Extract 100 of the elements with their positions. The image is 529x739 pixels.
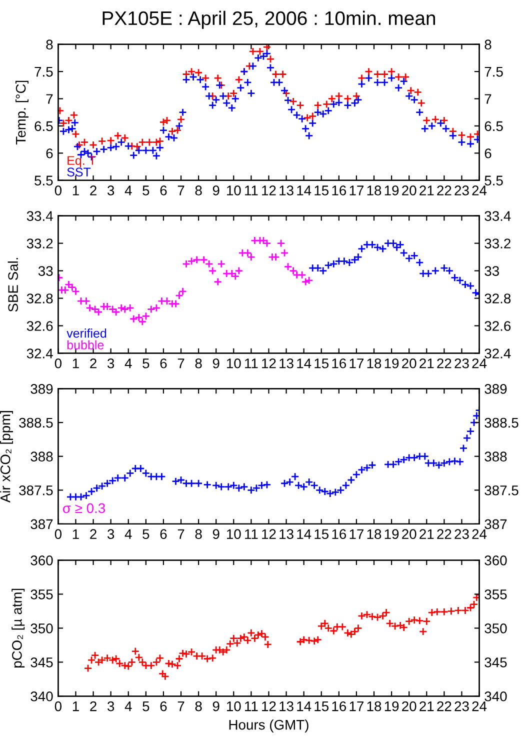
y2-tick-label: 32.4 <box>484 348 511 358</box>
y-tick-label: 8 <box>46 40 53 50</box>
x-tick-label: 22 <box>437 358 452 368</box>
x-tick-label: 8 <box>195 186 202 196</box>
y-tick-label: 387.5 <box>19 485 53 496</box>
x-tick-label: 23 <box>454 701 469 712</box>
x-tick-label: 16 <box>332 186 346 196</box>
x-tick-label: 0 <box>54 186 62 196</box>
x-tick-label: 18 <box>367 529 382 540</box>
x-tick-label: 3 <box>107 701 114 712</box>
x-tick-label: 7 <box>178 529 184 539</box>
y2-tick-label: 32.6 <box>484 321 511 331</box>
x-tick-label: 5 <box>142 702 150 712</box>
x-tick-label: 6 <box>160 701 167 712</box>
y-tick-label: 33.2 <box>26 238 53 248</box>
y2-tick-label: 6 <box>484 148 492 158</box>
y-axis-title: pCO₂ [µ atm] <box>12 588 25 668</box>
y2-tick-label: 8 <box>484 40 492 50</box>
y2-tick-label: 355 <box>484 589 507 600</box>
x-tick-label: 19 <box>384 701 399 712</box>
y-tick-label: 387 <box>30 519 53 530</box>
y2-tick-label: 7 <box>484 94 492 104</box>
x-tick-label: 9 <box>212 529 220 540</box>
x-tick-label: 11 <box>245 529 258 539</box>
y2-tick-label: 33.2 <box>484 238 510 248</box>
x-tick-label: 24 <box>472 701 487 712</box>
y-axis-title: Temp. [°C] <box>16 80 28 144</box>
y-tick-label: 32.6 <box>26 321 53 331</box>
x-tick-label: 23 <box>454 186 469 196</box>
y-tick-label: 6 <box>46 148 53 158</box>
y2-tick-label: 32.8 <box>484 294 511 304</box>
x-tick-label: 9 <box>212 701 220 712</box>
y2-tick-label: 345 <box>484 657 507 668</box>
y2-tick-label: 6.5 <box>484 121 503 132</box>
y2-tick-label: 340 <box>484 691 507 702</box>
x-tick-label: 2 <box>90 701 96 712</box>
x-tick-label: 10 <box>226 358 241 368</box>
x-tick-label: 18 <box>367 701 382 712</box>
x-tick-label: 15 <box>314 186 329 196</box>
x-tick-label: 15 <box>314 529 329 540</box>
x-tick-label: 21 <box>420 701 434 712</box>
x-tick-label: 23 <box>454 529 469 540</box>
x-tick-label: 7 <box>178 358 184 368</box>
series-label: SST <box>67 168 91 176</box>
y-tick-label: 345 <box>30 657 53 668</box>
x-tick-label: 4 <box>124 186 132 196</box>
x-tick-label: 4 <box>124 358 132 368</box>
x-tick-label: 4 <box>124 529 132 539</box>
x-tick-label: 9 <box>212 186 220 196</box>
x-tick-label: 12 <box>262 186 276 196</box>
y2-tick-label: 7.5 <box>484 67 503 77</box>
x-tick-label: 14 <box>297 529 312 539</box>
x-tick-label: 11 <box>245 358 258 368</box>
x-tick-label: 9 <box>212 358 220 368</box>
x-tick-label: 0 <box>54 701 62 712</box>
x-tick-label: 12 <box>262 529 276 539</box>
x-tick-label: 20 <box>402 186 416 196</box>
x-tick-label: 5 <box>142 529 150 540</box>
y-tick-label: 340 <box>30 691 53 702</box>
y2-tick-label: 388.5 <box>484 418 518 428</box>
x-tick-label: 24 <box>472 358 487 368</box>
y2-tick-label: 5.5 <box>484 176 503 186</box>
x-tick-label: 23 <box>454 358 469 368</box>
x-tick-label: 7 <box>178 702 184 712</box>
x-tick-label: 8 <box>195 358 202 368</box>
y-tick-label: 32.8 <box>26 294 53 304</box>
x-tick-label: 20 <box>402 529 416 540</box>
x-tick-label: 6 <box>160 529 167 540</box>
x-tick-label: 16 <box>332 701 346 712</box>
series-label: Eq. T <box>68 156 96 168</box>
x-tick-label: 24 <box>472 186 487 196</box>
x-tick-label: 13 <box>280 701 294 712</box>
y-tick-label: 350 <box>30 623 53 634</box>
x-tick-label: 2 <box>90 529 96 539</box>
x-tick-label: 3 <box>107 529 114 540</box>
x-tick-label: 10 <box>226 701 241 712</box>
x-tick-label: 4 <box>124 702 132 712</box>
x-tick-label: 17 <box>350 529 364 539</box>
x-tick-label: 21 <box>420 186 434 196</box>
y-tick-label: 389 <box>30 384 53 394</box>
x-tick-label: 13 <box>280 358 294 368</box>
x-tick-label: 13 <box>280 186 294 196</box>
x-tick-label: 18 <box>367 358 382 368</box>
x-tick-label: 1 <box>72 529 79 539</box>
y-tick-label: 33 <box>38 266 53 276</box>
x-tick-label: 7 <box>178 186 184 196</box>
x-tick-label: 20 <box>402 358 416 368</box>
y2-tick-label: 387 <box>484 519 507 530</box>
x-tick-label: 20 <box>402 701 416 712</box>
x-tick-label: 19 <box>384 186 399 196</box>
text: verified <box>66 328 106 338</box>
y-tick-label: 7.5 <box>34 67 53 77</box>
x-tick-label: 21 <box>420 529 434 539</box>
x-tick-label: 17 <box>350 186 364 196</box>
x-tick-label: 22 <box>437 186 452 196</box>
x-tick-label: 13 <box>280 529 294 540</box>
x-tick-label: 19 <box>384 358 399 368</box>
x-tick-label: 8 <box>195 529 202 540</box>
x-tick-label: 24 <box>472 529 487 539</box>
y-axis-title: SBE Sal. <box>8 258 18 312</box>
